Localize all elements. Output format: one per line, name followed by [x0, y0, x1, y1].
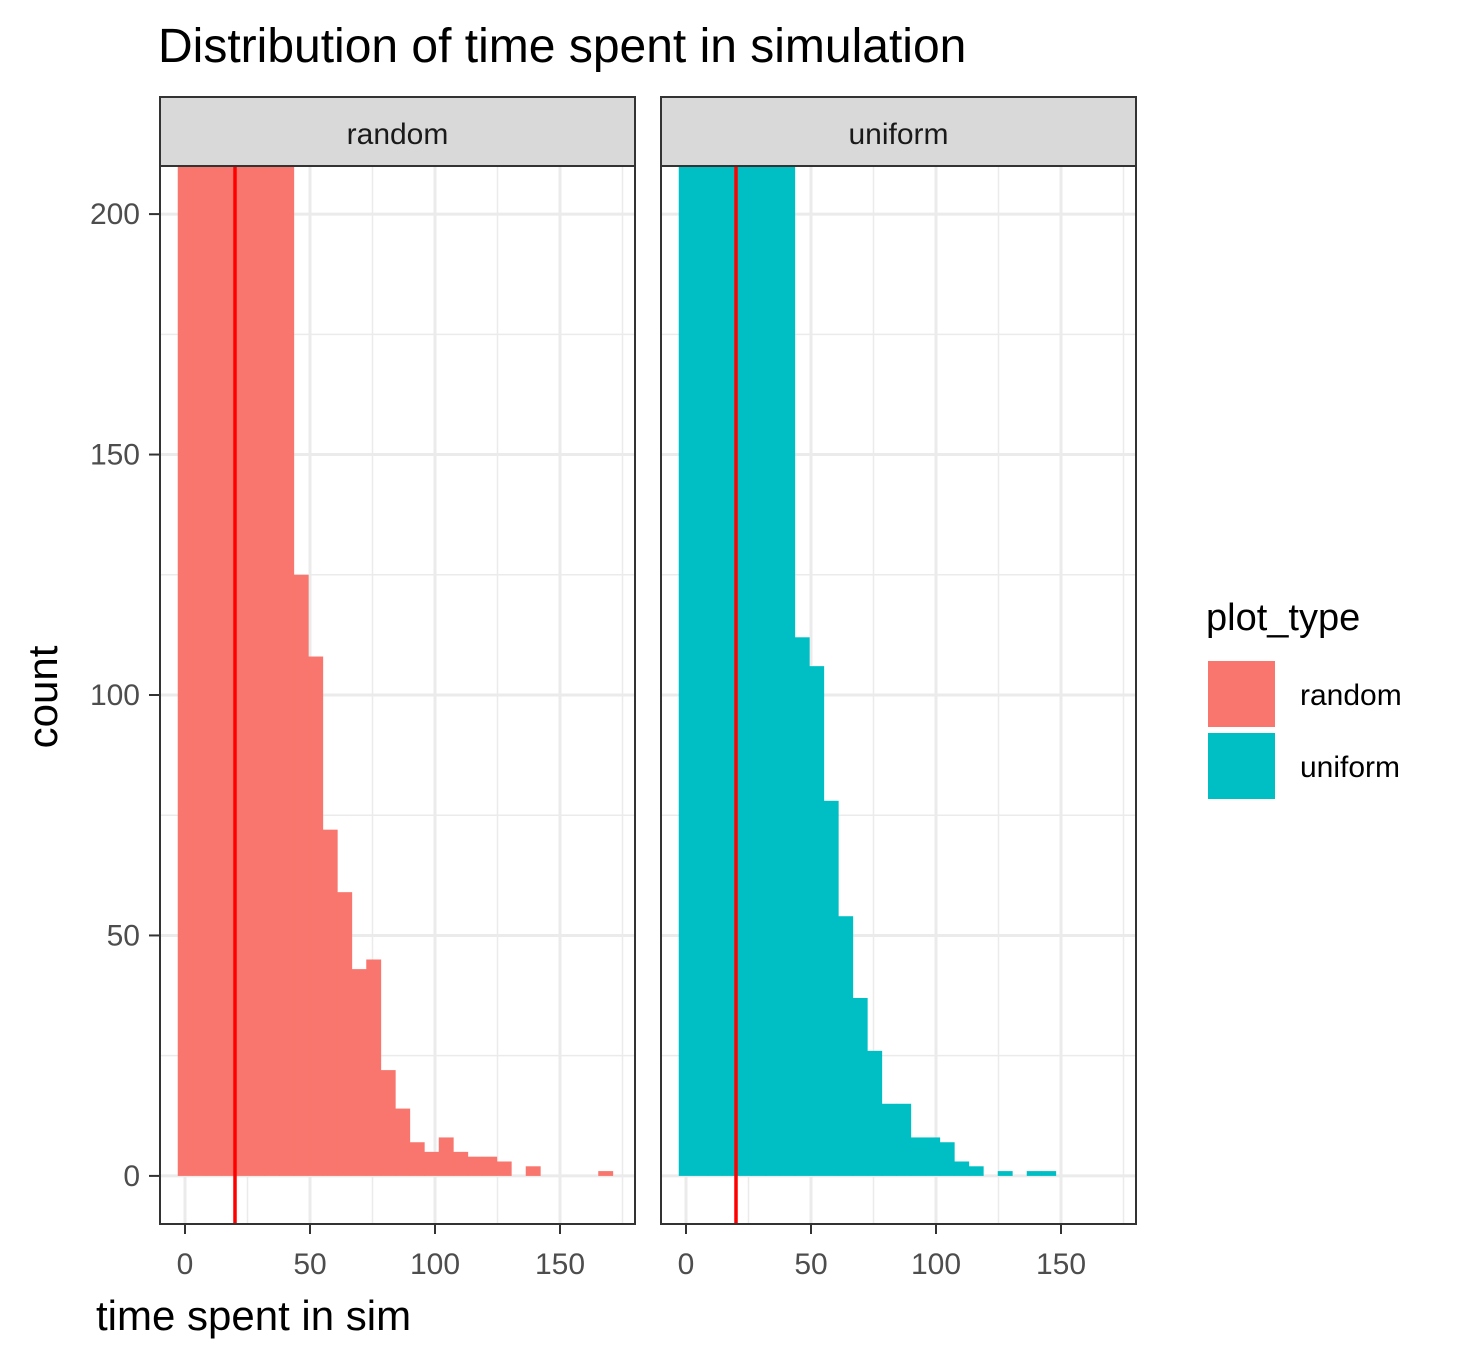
y-tick-label: 0 [123, 1160, 140, 1193]
histogram-bar [823, 800, 839, 1176]
histogram-bar [997, 1171, 1013, 1176]
legend-swatch-random [1208, 661, 1275, 727]
histogram-bar [925, 1137, 941, 1176]
facet-strip-label: random [347, 118, 449, 151]
histogram-bar [221, 166, 237, 1176]
histogram-bar [939, 1142, 955, 1176]
chart-title: Distribution of time spent in simulation [158, 20, 966, 73]
histogram-bar [881, 1103, 897, 1176]
histogram-bar [838, 916, 854, 1176]
facet-panel-uniform: uniform 0 50 100 150 [660, 96, 1137, 1281]
histogram-bar [351, 969, 367, 1176]
x-tick-label: 100 [410, 1248, 460, 1281]
histogram-bar [867, 1050, 883, 1176]
histogram-bar [910, 1137, 926, 1176]
histogram-bar [794, 637, 810, 1176]
y-tick-label: 100 [90, 679, 140, 712]
histogram-bar [322, 829, 338, 1176]
histogram-bar [453, 1151, 469, 1176]
histogram-bar [1026, 1171, 1042, 1176]
histogram-bar [707, 166, 723, 1176]
histogram-bar [192, 166, 208, 1176]
histogram-bar [279, 166, 295, 1176]
histogram-bar [693, 166, 709, 1176]
histogram-bar [235, 166, 251, 1176]
histogram-bar [409, 1142, 425, 1176]
legend-swatch-uniform [1208, 733, 1275, 799]
x-tick-label: 50 [293, 1248, 326, 1281]
histogram-bar [954, 1161, 970, 1176]
histogram-bar [264, 166, 280, 1176]
y-tick-label: 50 [107, 919, 140, 952]
facet-strip [159, 96, 636, 167]
histogram-bar [438, 1137, 454, 1176]
y-axis: 0 50 100 150 200 [90, 198, 160, 1193]
x-tick-label: 50 [794, 1248, 827, 1281]
facet-strip-label: uniform [848, 118, 948, 151]
y-tick-label: 150 [90, 439, 140, 472]
x-tick-label: 150 [535, 1248, 585, 1281]
histogram-bar [1041, 1171, 1057, 1176]
legend-label-uniform: uniform [1300, 751, 1400, 784]
legend-label-random: random [1300, 679, 1402, 712]
histogram-bar [722, 166, 738, 1176]
histogram-bar [968, 1166, 984, 1176]
facet-panel-random: random 0 50 100 150 [159, 96, 636, 1281]
x-tick-label: 0 [177, 1248, 194, 1281]
histogram-bar [293, 574, 309, 1176]
y-axis-title: count [19, 645, 66, 748]
histogram-bar [780, 166, 796, 1176]
histogram-bar [852, 997, 868, 1176]
histogram-bar [366, 959, 382, 1176]
histogram-bar [482, 1156, 498, 1176]
histogram-bar [380, 1070, 396, 1176]
x-tick-label: 150 [1036, 1248, 1086, 1281]
x-tick-label: 100 [911, 1248, 961, 1281]
histogram-bar [896, 1103, 912, 1176]
histogram-bar [525, 1166, 541, 1176]
histogram-bar [496, 1161, 512, 1176]
x-axis-title: time spent in sim [96, 1292, 411, 1339]
histogram-bar [424, 1151, 440, 1176]
histogram-bar [736, 166, 752, 1176]
histogram-bar [678, 166, 694, 1176]
histogram-bar [250, 166, 266, 1176]
histogram-bar [751, 166, 767, 1176]
histogram-bar [765, 166, 781, 1176]
y-tick-label: 200 [90, 198, 140, 231]
histogram-bar [598, 1171, 614, 1176]
legend-title: plot_type [1206, 597, 1360, 639]
histogram-bar [809, 666, 825, 1176]
histogram-bar [206, 166, 222, 1176]
histogram-bar [337, 892, 353, 1176]
histogram-bar [177, 166, 193, 1176]
facet-strip [660, 96, 1137, 167]
histogram-bar [308, 656, 324, 1176]
histogram-bar [467, 1156, 483, 1176]
x-tick-label: 0 [678, 1248, 695, 1281]
histogram-bar [395, 1108, 411, 1176]
legend: plot_type random uniform [1206, 597, 1402, 799]
